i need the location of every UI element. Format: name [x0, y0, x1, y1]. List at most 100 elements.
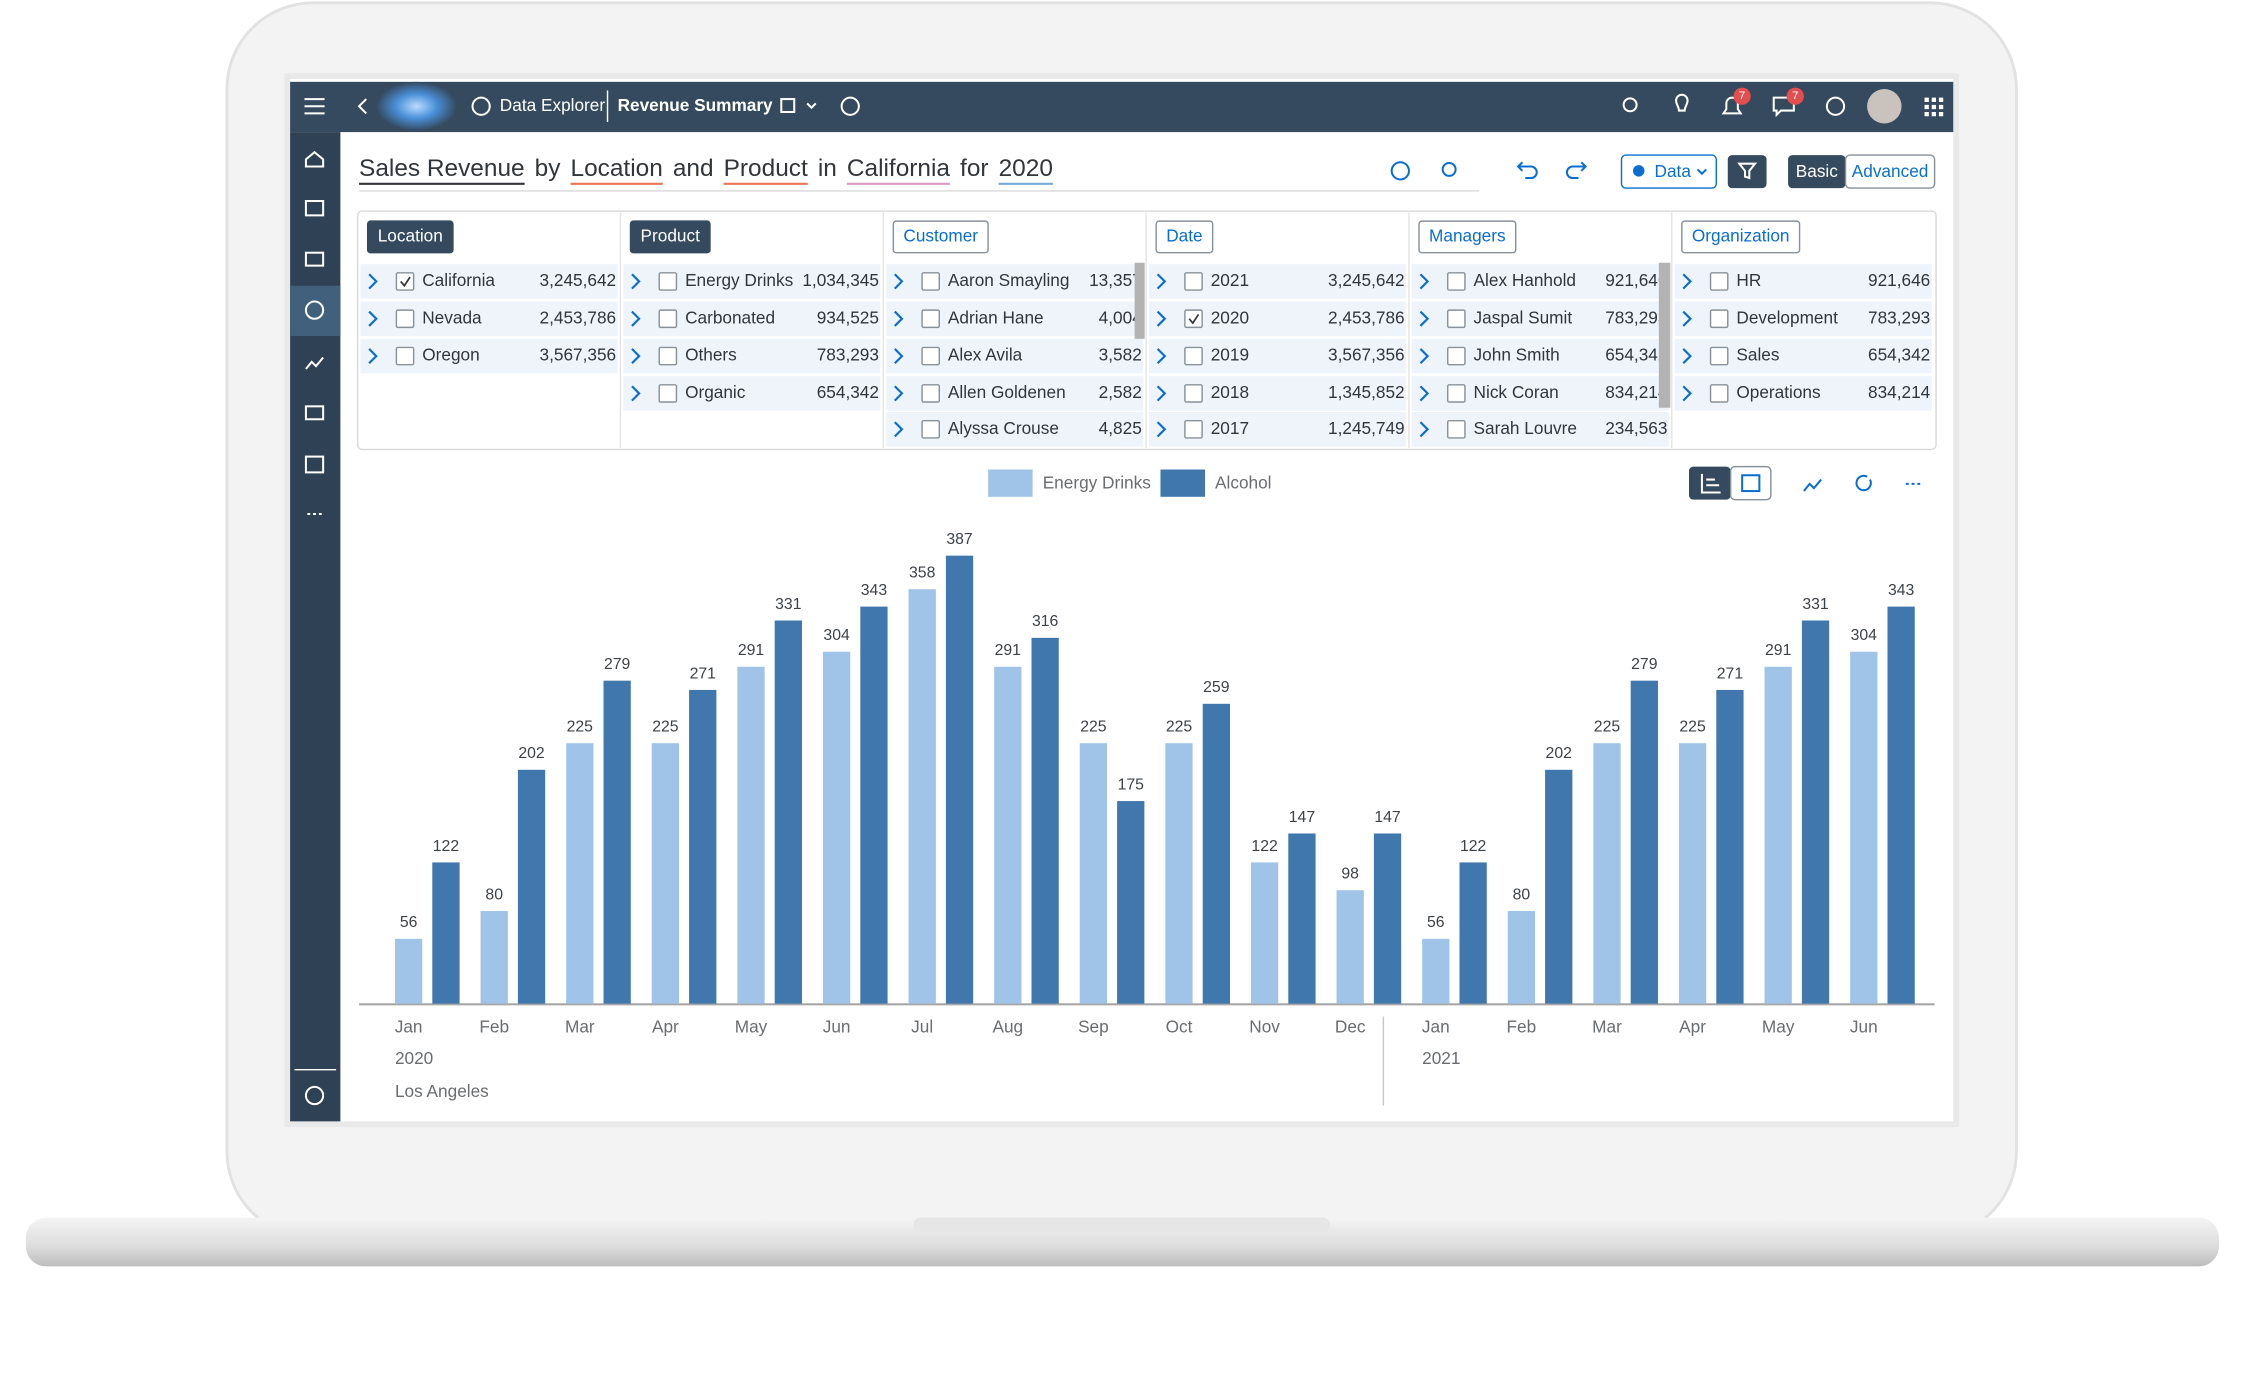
checkbox[interactable]	[1446, 309, 1466, 329]
expand-icon[interactable]	[1682, 348, 1692, 365]
expand-icon[interactable]	[1156, 310, 1167, 327]
mode-advanced[interactable]	[1844, 154, 1936, 189]
expand-icon[interactable]	[1419, 421, 1430, 438]
trend-icon[interactable]	[305, 356, 324, 370]
bar[interactable]	[1336, 890, 1364, 1004]
data-button[interactable]	[1620, 154, 1718, 189]
query-part[interactable]: Sales Revenue	[359, 155, 525, 182]
checkbox[interactable]	[1446, 346, 1466, 366]
bar[interactable]	[651, 743, 680, 1004]
bar[interactable]	[1373, 833, 1402, 1004]
bar[interactable]	[480, 911, 508, 1004]
expand-icon[interactable]	[1156, 273, 1167, 290]
expand-icon[interactable]	[368, 310, 378, 327]
dropdown-icon[interactable]	[806, 102, 817, 110]
bar[interactable]	[689, 689, 717, 1004]
avatar[interactable]	[1867, 89, 1902, 124]
clear-icon[interactable]	[1390, 161, 1410, 181]
help-icon[interactable]	[1825, 96, 1846, 116]
mode-basic[interactable]	[1788, 155, 1846, 189]
bar[interactable]	[1507, 911, 1536, 1004]
explore-icon[interactable]	[304, 300, 325, 320]
search-icon[interactable]	[1441, 161, 1457, 177]
checkbox[interactable]	[1446, 419, 1466, 439]
checkbox[interactable]	[1184, 309, 1203, 329]
checkbox[interactable]	[658, 272, 678, 291]
chart-view-button[interactable]	[1689, 466, 1731, 500]
bar[interactable]	[1165, 743, 1193, 1004]
checkbox[interactable]	[658, 309, 678, 329]
expand-icon[interactable]	[894, 421, 904, 438]
expand-icon[interactable]	[1682, 310, 1692, 327]
checkbox[interactable]	[1184, 346, 1203, 366]
checkbox[interactable]	[921, 346, 941, 366]
legend-label[interactable]: Energy Drinks	[1043, 472, 1151, 492]
checkbox[interactable]	[921, 384, 941, 403]
expand-icon[interactable]	[894, 385, 904, 402]
trend-icon[interactable]	[1803, 478, 1822, 492]
bar[interactable]	[1031, 637, 1059, 1004]
expand-icon[interactable]	[1419, 310, 1430, 327]
expand-icon[interactable]	[1419, 348, 1430, 365]
bar[interactable]	[1887, 606, 1915, 1004]
expand-icon[interactable]	[894, 310, 904, 327]
expand-icon[interactable]	[631, 348, 641, 365]
expand-icon[interactable]	[1419, 273, 1430, 290]
app-name[interactable]: Data Explorer	[500, 95, 606, 115]
notification-icon[interactable]	[1721, 96, 1743, 115]
bar[interactable]	[945, 555, 974, 1004]
bar[interactable]	[822, 651, 851, 1004]
expand-icon[interactable]	[894, 348, 904, 365]
bar[interactable]	[1801, 620, 1830, 1004]
checkbox[interactable]	[1184, 272, 1203, 291]
folder-icon[interactable]	[304, 200, 325, 217]
expand-icon[interactable]	[1156, 348, 1167, 365]
back-icon[interactable]	[357, 98, 367, 115]
copy-icon[interactable]	[780, 98, 796, 113]
checkbox[interactable]	[395, 272, 415, 291]
redo-icon[interactable]	[1565, 161, 1588, 180]
bar[interactable]	[1117, 801, 1145, 1004]
bar[interactable]	[1250, 862, 1279, 1004]
expand-icon[interactable]	[368, 348, 378, 365]
filter-header[interactable]	[366, 220, 454, 254]
close-icon[interactable]	[840, 96, 860, 116]
checkbox[interactable]	[1709, 272, 1729, 291]
expand-icon[interactable]	[1156, 421, 1167, 438]
bar[interactable]	[774, 620, 802, 1004]
table-view-button[interactable]	[1729, 465, 1772, 501]
bar[interactable]	[1678, 743, 1707, 1004]
bar[interactable]	[1422, 938, 1450, 1004]
query-part[interactable]: Product	[724, 155, 808, 182]
filter-header[interactable]	[629, 220, 711, 254]
bar[interactable]	[1850, 651, 1878, 1004]
menu-icon[interactable]	[304, 98, 325, 115]
logo[interactable]	[376, 81, 457, 131]
bar[interactable]	[1288, 833, 1316, 1004]
expand-icon[interactable]	[1682, 385, 1692, 402]
checkbox[interactable]	[395, 346, 415, 366]
bar[interactable]	[737, 666, 765, 1004]
idea-icon[interactable]	[1675, 93, 1689, 112]
bar[interactable]	[1593, 743, 1621, 1004]
filter-header[interactable]	[892, 220, 989, 254]
undo-icon[interactable]	[1516, 161, 1538, 180]
refresh-icon[interactable]	[1855, 474, 1872, 492]
bar[interactable]	[1764, 666, 1792, 1004]
checkbox[interactable]	[658, 346, 678, 366]
apps-icon[interactable]	[1924, 97, 1944, 117]
expand-icon[interactable]	[631, 310, 641, 327]
query-part[interactable]: 2020	[999, 155, 1053, 182]
expand-icon[interactable]	[1419, 385, 1430, 402]
expand-icon[interactable]	[1156, 385, 1167, 402]
checkbox[interactable]	[921, 309, 941, 329]
bar[interactable]	[1202, 703, 1230, 1004]
filter-header[interactable]	[1418, 220, 1517, 254]
checkbox[interactable]	[658, 384, 678, 403]
checkbox[interactable]	[921, 419, 941, 439]
bar[interactable]	[994, 666, 1022, 1004]
checkbox[interactable]	[1446, 384, 1466, 403]
filter-button[interactable]	[1727, 155, 1767, 189]
present-icon[interactable]	[304, 251, 325, 267]
checkbox[interactable]	[1709, 309, 1729, 329]
